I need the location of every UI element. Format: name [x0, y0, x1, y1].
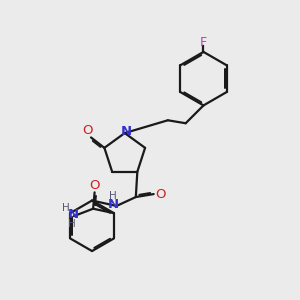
Text: F: F	[200, 36, 207, 49]
Text: N: N	[121, 125, 132, 138]
Text: H: H	[61, 203, 69, 213]
Text: O: O	[89, 179, 100, 192]
Text: N: N	[68, 208, 80, 221]
Text: H: H	[68, 220, 76, 230]
Text: O: O	[82, 124, 93, 137]
Text: O: O	[155, 188, 166, 201]
Text: N: N	[107, 198, 118, 211]
Text: H: H	[109, 191, 117, 201]
